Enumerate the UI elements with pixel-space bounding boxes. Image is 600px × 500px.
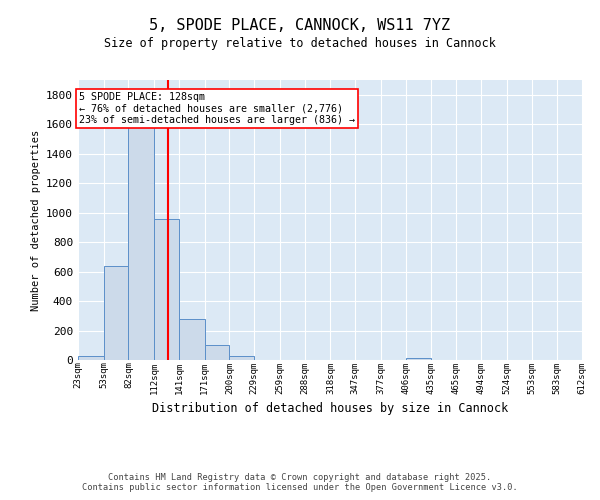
Bar (205, 346, 229, 360)
Bar (154, 218, 179, 360)
Bar (406, 358, 431, 360)
Bar (179, 318, 205, 360)
Bar (229, 356, 254, 360)
X-axis label: Distribution of detached houses by size in Cannock: Distribution of detached houses by size … (152, 402, 508, 415)
Text: 5 SPODE PLACE: 128sqm
← 76% of detached houses are smaller (2,776)
23% of semi-d: 5 SPODE PLACE: 128sqm ← 76% of detached … (79, 92, 355, 125)
Bar (78, 356, 104, 360)
Text: Size of property relative to detached houses in Cannock: Size of property relative to detached ho… (104, 38, 496, 51)
Bar (104, 266, 128, 360)
Text: Contains HM Land Registry data © Crown copyright and database right 2025.
Contai: Contains HM Land Registry data © Crown c… (82, 473, 518, 492)
Text: 5, SPODE PLACE, CANNOCK, WS11 7YZ: 5, SPODE PLACE, CANNOCK, WS11 7YZ (149, 18, 451, 32)
Bar (128, 117, 154, 360)
Y-axis label: Number of detached properties: Number of detached properties (31, 130, 41, 310)
